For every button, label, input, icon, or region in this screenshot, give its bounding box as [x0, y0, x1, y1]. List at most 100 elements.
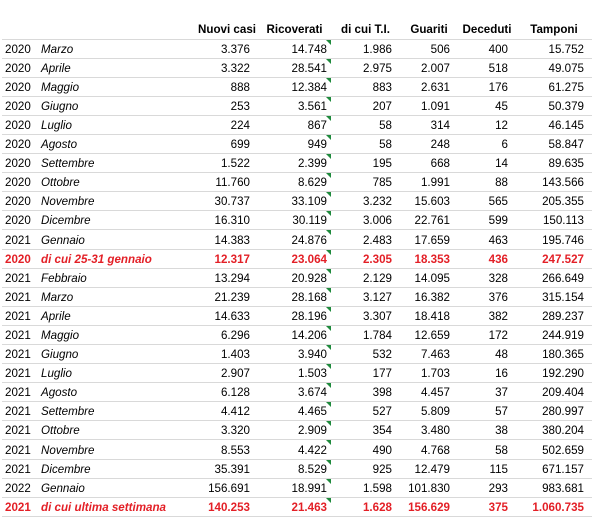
cell-nuovi-casi: 1.403 — [198, 344, 258, 365]
cell-deceduti: 16 — [458, 363, 516, 384]
cell-ricoverati: 1.503 — [258, 363, 331, 384]
cell-year: 2020 — [2, 134, 38, 155]
cell-guariti: 12.479 — [400, 459, 458, 479]
cell-terapia-intensiva: 398 — [331, 382, 400, 403]
cell-year: 2021 — [2, 459, 38, 479]
cell-guariti: 506 — [400, 39, 458, 59]
cell-tamponi: 15.752 — [516, 39, 592, 59]
cell-nuovi-casi: 35.391 — [198, 459, 258, 479]
cell-terapia-intensiva: 177 — [331, 363, 400, 384]
cell-nuovi-casi: 156.691 — [198, 478, 258, 498]
cell-ricoverati: 21.463 — [258, 497, 331, 517]
cell-guariti: 1.703 — [400, 363, 458, 384]
cell-terapia-intensiva: 527 — [331, 401, 400, 422]
cell-tamponi: 289.237 — [516, 306, 592, 326]
cell-month: di cui ultima settimana — [38, 497, 198, 517]
cell-terapia-intensiva: 925 — [331, 459, 400, 479]
cell-month: Maggio — [38, 325, 198, 346]
table-row: 2020 Dicembre 16.310 30.119 3.006 22.761 599 15… — [2, 210, 592, 231]
cell-nuovi-casi: 699 — [198, 134, 258, 155]
cell-year: 2020 — [2, 77, 38, 97]
cell-guariti: 3.480 — [400, 420, 458, 441]
cell-nuovi-casi: 14.633 — [198, 306, 258, 326]
table-row: 2021 Novembre 8.553 4.422 490 4.768 58 502.659 — [2, 439, 592, 460]
cell-terapia-intensiva: 1.598 — [331, 478, 400, 498]
cell-year: 2021 — [2, 287, 38, 307]
table-row: 2020 Aprile 3.322 28.541 2.975 2.007 518 49.075 — [2, 58, 592, 78]
table-row: 2021 Febbraio 13.294 20.928 2.129 14.095 328 26… — [2, 268, 592, 288]
cell-year: 2020 — [2, 115, 38, 135]
cell-year: 2020 — [2, 191, 38, 212]
cell-year: 2021 — [2, 497, 38, 517]
cell-deceduti: 436 — [458, 249, 516, 269]
cell-tamponi: 143.566 — [516, 172, 592, 193]
cell-tamponi: 49.075 — [516, 58, 592, 78]
table-row: 2021 Dicembre 35.391 8.529 925 12.479 115 671.1… — [2, 459, 592, 479]
cell-guariti: 18.353 — [400, 249, 458, 269]
cell-terapia-intensiva: 58 — [331, 134, 400, 155]
cell-year: 2021 — [2, 401, 38, 422]
cell-tamponi: 150.113 — [516, 210, 592, 231]
cell-terapia-intensiva: 2.305 — [331, 249, 400, 269]
cell-guariti: 5.809 — [400, 401, 458, 422]
cell-ricoverati: 28.168 — [258, 287, 331, 307]
cell-guariti: 12.659 — [400, 325, 458, 346]
cell-nuovi-casi: 140.253 — [198, 497, 258, 517]
cell-year: 2020 — [2, 58, 38, 78]
cell-ricoverati: 28.541 — [258, 58, 331, 78]
table-row: 2020 Settembre 1.522 2.399 195 668 14 89.635 — [2, 153, 592, 174]
header-deceduti: Deceduti — [458, 0, 516, 40]
cell-month: Ottobre — [38, 172, 198, 193]
cell-deceduti: 37 — [458, 382, 516, 403]
cell-deceduti: 38 — [458, 420, 516, 441]
cell-tamponi: 205.355 — [516, 191, 592, 212]
cell-ricoverati: 3.674 — [258, 382, 331, 403]
cell-guariti: 101.830 — [400, 478, 458, 498]
cell-year: 2020 — [2, 39, 38, 59]
cell-nuovi-casi: 11.760 — [198, 172, 258, 193]
cell-year: 2022 — [2, 478, 38, 498]
cell-ricoverati: 12.384 — [258, 77, 331, 97]
cell-month: Ottobre — [38, 420, 198, 441]
header-row: Nuovi casi Ricoverati di cui T.I. Guarit… — [2, 0, 592, 40]
cell-guariti: 7.463 — [400, 344, 458, 365]
cell-ricoverati: 3.940 — [258, 344, 331, 365]
cell-guariti: 18.418 — [400, 306, 458, 326]
cell-guariti: 2.631 — [400, 77, 458, 97]
cell-month: Giugno — [38, 344, 198, 365]
cell-guariti: 15.603 — [400, 191, 458, 212]
cell-guariti: 4.457 — [400, 382, 458, 403]
cell-month: Novembre — [38, 191, 198, 212]
cell-deceduti: 57 — [458, 401, 516, 422]
cell-ricoverati: 18.991 — [258, 478, 331, 498]
cell-month: Dicembre — [38, 210, 198, 231]
cell-month: Marzo — [38, 287, 198, 307]
cell-nuovi-casi: 6.296 — [198, 325, 258, 346]
cell-nuovi-casi: 3.322 — [198, 58, 258, 78]
cell-deceduti: 176 — [458, 77, 516, 97]
cell-ricoverati: 2.909 — [258, 420, 331, 441]
cell-ricoverati: 14.206 — [258, 325, 331, 346]
cell-year: 2021 — [2, 382, 38, 403]
cell-tamponi: 192.290 — [516, 363, 592, 384]
cell-nuovi-casi: 6.128 — [198, 382, 258, 403]
cell-month: di cui 25-31 gennaio — [38, 249, 198, 269]
cell-year: 2021 — [2, 439, 38, 460]
cell-ricoverati: 33.109 — [258, 191, 331, 212]
table-row-highlight: 2020 di cui 25-31 gennaio 12.317 23.064 2.30… — [2, 249, 592, 269]
table-row: 2020 Agosto 699 949 58 248 6 58.847 — [2, 134, 592, 155]
cell-tamponi: 244.919 — [516, 325, 592, 346]
cell-terapia-intensiva: 1.986 — [331, 39, 400, 59]
cell-month: Settembre — [38, 153, 198, 174]
cell-deceduti: 14 — [458, 153, 516, 174]
cell-tamponi: 61.275 — [516, 77, 592, 97]
header-nuovi-casi: Nuovi casi — [198, 0, 258, 40]
cell-year: 2021 — [2, 344, 38, 365]
cell-year: 2021 — [2, 268, 38, 288]
cell-terapia-intensiva: 354 — [331, 420, 400, 441]
cell-month: Giugno — [38, 96, 198, 116]
cell-tamponi: 502.659 — [516, 439, 592, 460]
cell-guariti: 156.629 — [400, 497, 458, 517]
cell-nuovi-casi: 3.320 — [198, 420, 258, 441]
cell-ricoverati: 28.196 — [258, 306, 331, 326]
